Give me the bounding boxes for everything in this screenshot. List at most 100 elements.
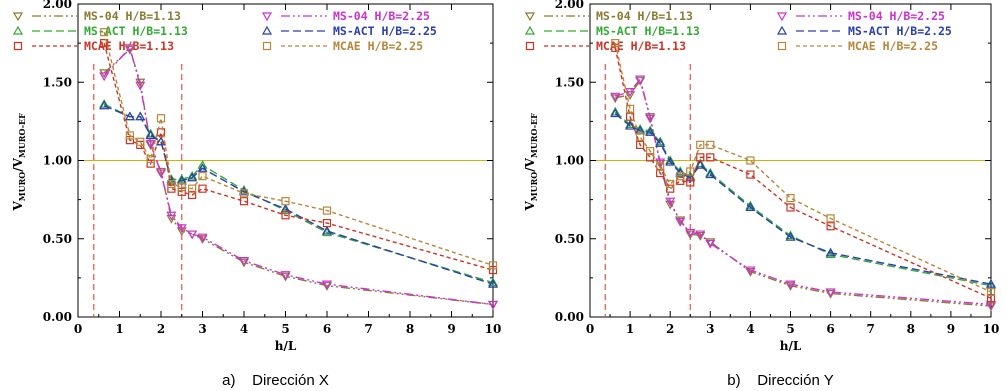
x-tick-label: 4 bbox=[240, 322, 248, 336]
x-tick-label: 0 bbox=[74, 322, 82, 336]
series-line bbox=[103, 103, 494, 284]
x-tick-label: 6 bbox=[826, 322, 834, 336]
x-tick-label: 4 bbox=[746, 322, 754, 336]
data-point bbox=[746, 170, 755, 179]
data-point bbox=[136, 137, 145, 146]
legend-label: MS-ACT H/B=1.13 bbox=[596, 24, 700, 38]
data-point bbox=[635, 75, 646, 85]
x-tick-label: 10 bbox=[485, 322, 502, 336]
data-point bbox=[745, 268, 756, 277]
data-point bbox=[665, 155, 676, 165]
panel-caption: b) Dirección Y bbox=[727, 372, 833, 389]
data-point bbox=[167, 184, 176, 193]
data-point bbox=[281, 197, 290, 206]
data-point bbox=[686, 178, 695, 187]
data-point bbox=[198, 184, 207, 193]
legend-label: MS-ACT H/B=1.13 bbox=[84, 24, 188, 38]
data-point bbox=[786, 203, 795, 212]
series-ms04_113 bbox=[99, 45, 499, 310]
legend-marker bbox=[13, 41, 23, 51]
data-point bbox=[99, 72, 110, 82]
data-point bbox=[985, 278, 997, 288]
legend-marker bbox=[524, 12, 536, 22]
data-point bbox=[321, 282, 333, 291]
data-point bbox=[281, 211, 290, 220]
x-axis-label: h/L bbox=[275, 339, 297, 353]
data-point bbox=[666, 179, 675, 189]
y-axis-label: VMURO/VMURO-EF bbox=[523, 113, 539, 212]
data-point bbox=[786, 193, 795, 203]
data-point bbox=[187, 230, 198, 240]
data-point bbox=[656, 162, 665, 171]
data-point bbox=[488, 265, 498, 275]
data-point bbox=[176, 224, 187, 234]
data-point bbox=[625, 88, 636, 97]
data-point bbox=[625, 91, 636, 100]
legend-label: MCAE H/B=2.25 bbox=[333, 39, 423, 53]
data-point bbox=[146, 154, 155, 164]
y-tick-label: 2.00 bbox=[43, 0, 72, 11]
data-point bbox=[825, 288, 836, 298]
data-point bbox=[826, 222, 835, 231]
data-point bbox=[145, 128, 156, 138]
x-tick-label: 7 bbox=[364, 322, 372, 336]
data-point bbox=[611, 39, 620, 48]
data-point bbox=[322, 206, 332, 215]
data-point bbox=[610, 108, 621, 118]
data-point bbox=[166, 211, 177, 221]
data-point bbox=[785, 282, 796, 291]
series-mcae_113 bbox=[611, 43, 996, 303]
x-tick-label: 6 bbox=[323, 322, 331, 336]
data-point bbox=[675, 217, 686, 227]
data-point bbox=[188, 190, 197, 200]
data-point bbox=[686, 167, 695, 176]
data-point bbox=[665, 156, 676, 166]
data-point bbox=[99, 100, 110, 110]
data-point bbox=[124, 44, 135, 54]
data-point bbox=[156, 128, 166, 137]
y-tick-label: 2.00 bbox=[555, 0, 584, 11]
data-point bbox=[636, 140, 645, 149]
data-point bbox=[986, 287, 996, 297]
x-tick-label: 5 bbox=[786, 322, 794, 336]
x-tick-label: 3 bbox=[706, 322, 714, 336]
data-point bbox=[665, 197, 676, 207]
series-mcae_225 bbox=[100, 28, 498, 270]
data-point bbox=[187, 172, 198, 182]
data-point bbox=[155, 167, 167, 177]
legend-marker bbox=[776, 12, 788, 22]
data-point bbox=[705, 167, 716, 177]
data-point bbox=[705, 239, 716, 249]
x-tick-label: 3 bbox=[198, 322, 206, 336]
legend-label: MS-ACT H/B=2.25 bbox=[848, 24, 952, 38]
legend-marker bbox=[12, 25, 24, 35]
series-msact_225 bbox=[99, 100, 499, 288]
x-tick-label: 9 bbox=[947, 322, 955, 336]
series-mcae_225 bbox=[611, 39, 996, 297]
legend-label: MS-ACT H/B=2.25 bbox=[333, 24, 437, 38]
data-point bbox=[610, 106, 621, 116]
legend-marker bbox=[261, 25, 273, 35]
data-point bbox=[100, 28, 109, 37]
y-tick-label: 0.50 bbox=[555, 232, 584, 246]
data-point bbox=[167, 179, 176, 189]
data-point bbox=[706, 140, 715, 149]
x-tick-label: 8 bbox=[406, 322, 414, 336]
data-point bbox=[99, 98, 110, 108]
y-tick-label: 1.00 bbox=[43, 154, 72, 168]
x-tick-label: 1 bbox=[115, 322, 123, 336]
data-point bbox=[238, 186, 250, 196]
data-point bbox=[487, 300, 499, 310]
data-point bbox=[645, 127, 656, 136]
data-point bbox=[985, 302, 997, 312]
data-point bbox=[696, 153, 705, 162]
data-point bbox=[625, 104, 635, 113]
y-tick-label: 1.50 bbox=[43, 75, 72, 89]
data-point bbox=[745, 266, 756, 276]
series-line bbox=[103, 46, 494, 306]
x-tick-label: 9 bbox=[447, 322, 455, 336]
data-point bbox=[145, 139, 156, 149]
data-point bbox=[135, 111, 146, 121]
